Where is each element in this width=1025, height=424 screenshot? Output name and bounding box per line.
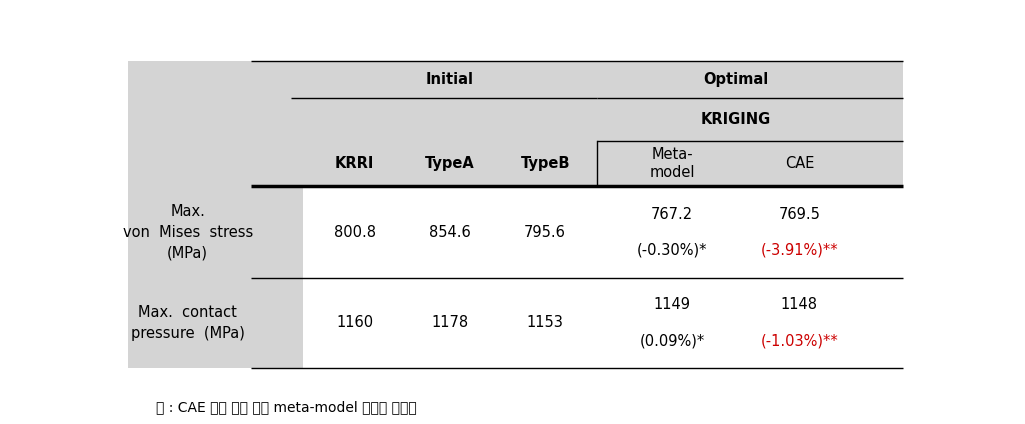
Text: 769.5: 769.5 — [778, 206, 820, 222]
Text: (-3.91%)**: (-3.91%)** — [761, 243, 838, 257]
Text: KRRI: KRRI — [335, 156, 374, 171]
Text: 767.2: 767.2 — [651, 206, 693, 222]
Text: Initial: Initial — [425, 72, 474, 87]
Text: TypeB: TypeB — [521, 156, 570, 171]
Text: (-1.03%)**: (-1.03%)** — [761, 333, 838, 348]
Bar — [251, 61, 903, 187]
Text: TypeA: TypeA — [425, 156, 475, 171]
Text: 1149: 1149 — [654, 297, 691, 312]
Text: (0.09%)*: (0.09%)* — [640, 333, 705, 348]
Text: (-0.30%)*: (-0.30%)* — [637, 243, 707, 257]
Text: 1178: 1178 — [432, 315, 468, 330]
Text: Max.  contact
pressure  (MPa): Max. contact pressure (MPa) — [131, 305, 245, 340]
Bar — [128, 61, 251, 368]
Text: ＊ : CAE 해석 결과 대비 meta-model 예측값 오차율: ＊ : CAE 해석 결과 대비 meta-model 예측값 오차율 — [156, 400, 417, 414]
Text: Optimal: Optimal — [703, 72, 769, 87]
Text: 800.8: 800.8 — [333, 225, 375, 240]
Text: Meta-
model: Meta- model — [650, 147, 695, 180]
Text: 1148: 1148 — [781, 297, 818, 312]
Text: 854.6: 854.6 — [429, 225, 470, 240]
Text: CAE: CAE — [785, 156, 814, 171]
Bar — [251, 187, 303, 368]
Text: 795.6: 795.6 — [524, 225, 566, 240]
Text: KRIGING: KRIGING — [701, 112, 771, 127]
Text: 1160: 1160 — [336, 315, 373, 330]
Text: Max.
von  Mises  stress
(MPa): Max. von Mises stress (MPa) — [123, 204, 253, 261]
Text: 1153: 1153 — [527, 315, 564, 330]
